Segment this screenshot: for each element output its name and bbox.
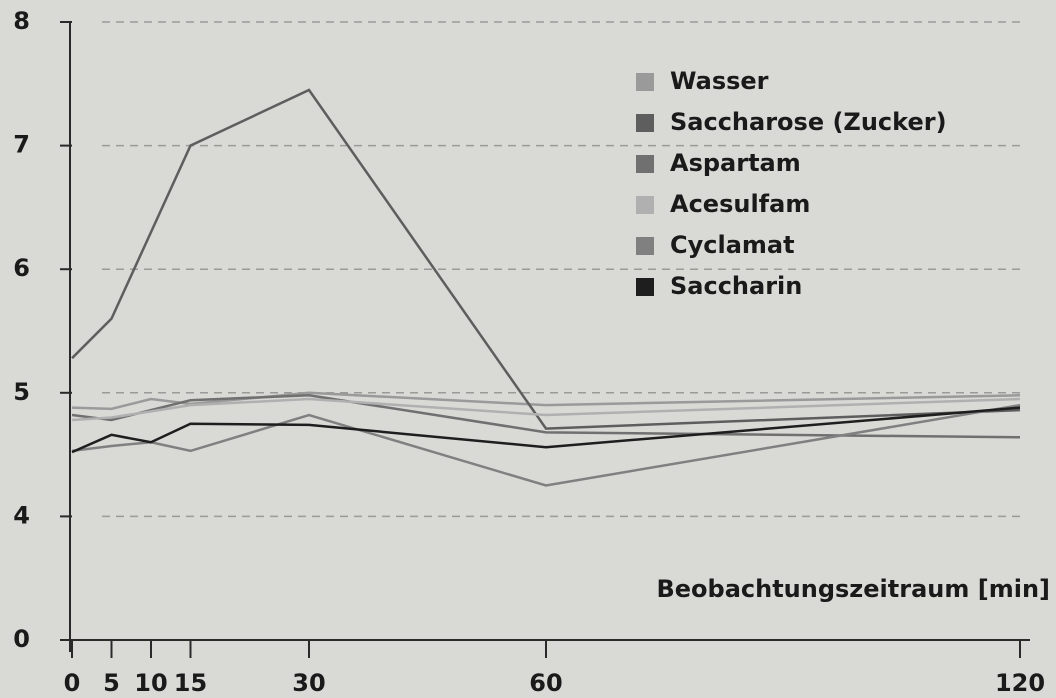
legend-swatch: [636, 196, 654, 214]
x-tick-label: 5: [103, 669, 120, 697]
legend-label: Aspartam: [670, 149, 801, 177]
x-tick-label: 10: [134, 669, 167, 697]
x-tick-label: 120: [995, 669, 1045, 697]
x-tick-label: 30: [292, 669, 325, 697]
series-line: [71, 403, 1021, 487]
y-tick-label: 8: [13, 7, 30, 35]
legend-swatch: [636, 278, 654, 296]
series-line: [71, 394, 1021, 439]
x-tick-label: 0: [64, 669, 81, 697]
legend-label: Saccharose (Zucker): [670, 108, 947, 136]
y-tick-label: 0: [13, 625, 30, 653]
x-axis-label: Beobachtungszeitraum [min]: [656, 575, 1050, 603]
series-line: [71, 406, 1021, 454]
legend-label: Cyclamat: [670, 231, 795, 259]
x-tick-label: 15: [174, 669, 207, 697]
series-line: [71, 397, 1021, 422]
legend-label: Wasser: [670, 67, 769, 95]
legend-swatch: [636, 73, 654, 91]
y-tick-label: 5: [13, 378, 30, 406]
y-tick-label: 4: [13, 501, 30, 529]
legend-swatch: [636, 155, 654, 173]
series-line: [71, 88, 1021, 430]
legend-label: Saccharin: [670, 272, 802, 300]
y-tick-label: 7: [13, 131, 30, 159]
legend-swatch: [636, 114, 654, 132]
legend-swatch: [636, 237, 654, 255]
x-tick-label: 60: [529, 669, 562, 697]
y-tick-label: 6: [13, 254, 30, 282]
series-line: [71, 391, 1021, 411]
legend-label: Acesulfam: [670, 190, 810, 218]
